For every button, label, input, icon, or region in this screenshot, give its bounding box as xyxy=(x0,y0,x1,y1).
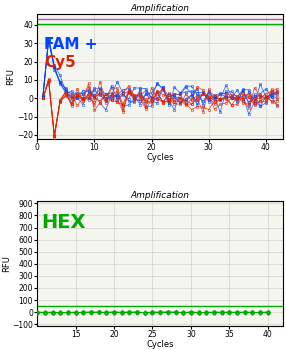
Title: Amplification: Amplification xyxy=(131,191,190,200)
Text: Cy5: Cy5 xyxy=(44,55,76,70)
Title: Amplification: Amplification xyxy=(131,4,190,13)
Y-axis label: RFU: RFU xyxy=(7,68,16,85)
Text: FAM +: FAM + xyxy=(44,37,98,52)
Y-axis label: RFU: RFU xyxy=(2,255,11,272)
X-axis label: Cycles: Cycles xyxy=(146,153,174,162)
Text: HEX: HEX xyxy=(41,212,86,231)
X-axis label: Cycles: Cycles xyxy=(146,340,174,349)
